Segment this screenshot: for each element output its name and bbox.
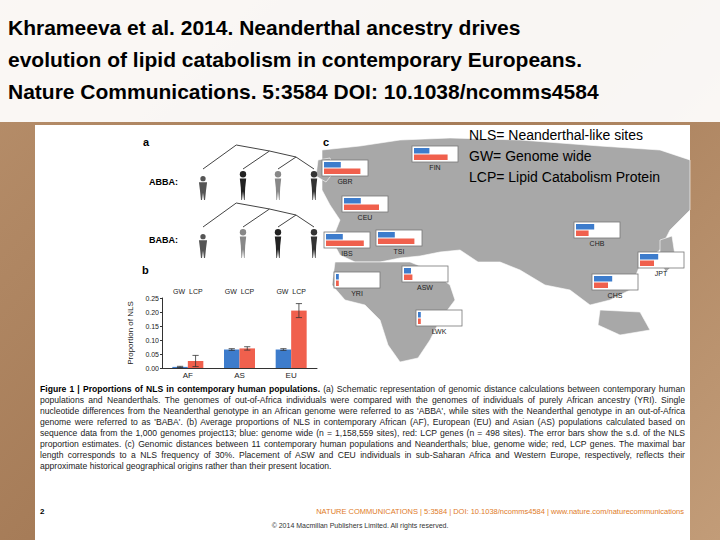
html-text:Khrameeva et al. 2014. Neander: Khrameeva et al. 2014. Neanderthal ances…	[8, 16, 521, 39]
html-text:evolution of lipid catabolism: evolution of lipid catabolism in contemp…	[8, 48, 583, 71]
svg-text:0.00: 0.00	[145, 365, 159, 372]
svg-text:Proportion of NLS: Proportion of NLS	[126, 301, 135, 365]
html-text:NLS= Neanderthal-like sites: NLS= Neanderthal-like sites	[469, 127, 643, 143]
svg-text:AF: AF	[183, 371, 193, 380]
html-text:Nature Communications. 5:3584: Nature Communications. 5:3584 DOI: 10.10…	[8, 80, 599, 103]
svg-text:0.05: 0.05	[145, 351, 159, 358]
svg-text:CEU: CEU	[358, 214, 373, 221]
svg-text:EU: EU	[286, 371, 297, 380]
svg-text:GW LCP: GW LCP	[173, 288, 203, 295]
html-text:c: c	[323, 136, 330, 148]
svg-text:GBR: GBR	[337, 178, 352, 185]
svg-text:IBS: IBS	[341, 250, 353, 257]
svg-text:CHS: CHS	[608, 292, 623, 299]
svg-text:0.25: 0.25	[145, 295, 159, 302]
svg-text:FIN: FIN	[429, 164, 440, 171]
svg-text:GW LCP: GW LCP	[276, 288, 306, 295]
html-text:NATURE COMMUNICATIONS | 5:3584: NATURE COMMUNICATIONS | 5:3584 | DOI: 10…	[316, 507, 684, 516]
html-text:LCP= Lipid Catabolism Protein: LCP= Lipid Catabolism Protein	[469, 169, 660, 185]
svg-text:GW LCP: GW LCP	[225, 288, 255, 295]
svg-text:AS: AS	[234, 371, 245, 380]
svg-text:0.15: 0.15	[145, 323, 159, 330]
html-text:b: b	[142, 264, 149, 276]
html-text:GW= Genome wide: GW= Genome wide	[469, 148, 592, 164]
html-text:BABA:: BABA:	[149, 235, 178, 245]
html-text:© 2014 Macmillan Publishers Li: © 2014 Macmillan Publishers Limited. All…	[271, 522, 449, 529]
svg-text:JPT: JPT	[655, 270, 668, 277]
svg-text:TSI: TSI	[394, 248, 405, 255]
html-text:a: a	[143, 136, 150, 148]
html-text:ABBA:: ABBA:	[149, 177, 178, 187]
svg-text:YRI: YRI	[351, 290, 363, 297]
html-text:Figure 1 | Proportions of NLS: Figure 1 | Proportions of NLS in contemp…	[40, 384, 685, 471]
svg-text:0.10: 0.10	[145, 337, 159, 344]
html-text:2: 2	[40, 507, 45, 516]
svg-text:0.20: 0.20	[145, 309, 159, 316]
svg-text:CHB: CHB	[590, 240, 605, 247]
svg-text:LWK: LWK	[432, 328, 447, 335]
svg-text:ASW: ASW	[417, 284, 433, 291]
